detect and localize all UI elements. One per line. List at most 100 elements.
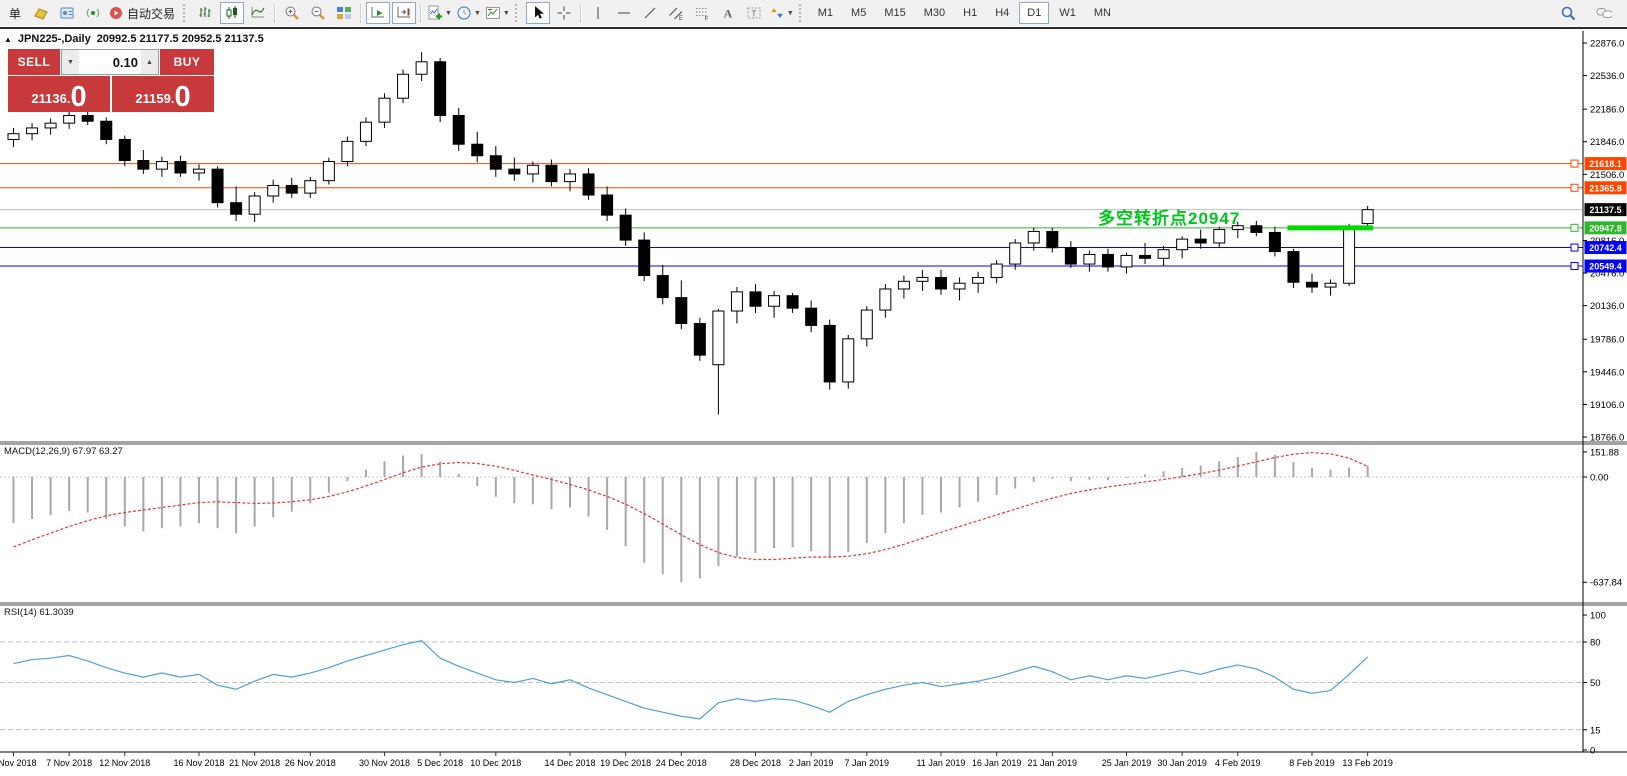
timeframe-h4[interactable]: H4 (987, 2, 1017, 24)
sell-price-dot: . (66, 91, 71, 106)
timeframe-m1[interactable]: M1 (810, 2, 841, 24)
timeframe-h4-label: H4 (995, 7, 1010, 19)
new-order-button[interactable] (29, 2, 53, 24)
candlestick-button[interactable] (220, 2, 245, 24)
order-button-label: 单 (8, 6, 21, 21)
arrows-button[interactable]: ▼ (768, 2, 795, 24)
candle-body (471, 143, 484, 157)
tile-windows-button[interactable] (332, 2, 356, 24)
sell-button[interactable]: SELL (8, 49, 60, 75)
candle-body (897, 280, 910, 290)
templates-button[interactable]: ▼ (484, 2, 511, 24)
timeframe-m30-label: M30 (923, 7, 946, 19)
bar-chart-button[interactable] (194, 2, 218, 24)
horizontal-line-button[interactable] (612, 2, 636, 24)
auto-scroll-button[interactable] (366, 2, 391, 24)
candle-body (397, 73, 410, 99)
axis-tick-label: -637.84 (1590, 578, 1622, 589)
zoom-in-button[interactable] (280, 2, 304, 24)
sell-price-button[interactable]: 21136. 0 (8, 76, 110, 112)
dropdown-arrow-icon[interactable]: ▼ (786, 9, 794, 17)
periods-icon (456, 5, 472, 21)
date-label: 2 Nov 2018 (0, 758, 37, 768)
axis-tick-label: 15 (1590, 725, 1601, 736)
timeframe-h1[interactable]: H1 (955, 2, 985, 24)
level-drag-handle[interactable] (1570, 159, 1579, 168)
zoom-out-icon (310, 5, 326, 21)
candle-body (359, 121, 372, 142)
candle-body (1101, 253, 1114, 268)
signals-icon (85, 5, 101, 21)
market-watch-button[interactable] (55, 2, 79, 24)
auto-scroll-icon (370, 5, 386, 21)
signals-button[interactable] (81, 2, 105, 24)
volume-input[interactable] (79, 50, 141, 74)
arrows-icon (769, 5, 785, 21)
level-drag-handle[interactable] (1570, 183, 1579, 192)
volume-increase-button[interactable]: ▲ (141, 50, 158, 74)
candle-body (211, 168, 224, 204)
vertical-line-button[interactable] (586, 2, 610, 24)
chat-button[interactable] (1592, 2, 1616, 24)
indicators-button[interactable]: ▼ (426, 2, 453, 24)
autotrading-button[interactable]: 自动交易 (107, 2, 179, 24)
line-chart-button[interactable] (246, 2, 270, 24)
volume-decrease-button[interactable]: ▼ (62, 50, 79, 74)
pivot-annotation-text[interactable]: 多空转折点20947 (1098, 209, 1241, 228)
dropdown-arrow-icon[interactable]: ▼ (502, 9, 510, 17)
timeframe-m5[interactable]: M5 (843, 2, 874, 24)
cursor-button[interactable] (525, 2, 550, 24)
dropdown-arrow-icon[interactable]: ▼ (445, 9, 452, 17)
zoom-out-button[interactable] (306, 2, 330, 24)
candle-body (712, 310, 725, 366)
axis-tick-label: 50 (1590, 678, 1601, 689)
timeframe-w1[interactable]: W1 (1051, 2, 1084, 24)
collapse-icon[interactable]: ▲ (4, 34, 12, 44)
level-drag-handle[interactable] (1570, 223, 1579, 232)
periods-button[interactable]: ▼ (455, 2, 482, 24)
svg-text:F: F (704, 17, 708, 22)
new-order-icon (33, 5, 49, 21)
chart-canvas[interactable]: 22876.022536.022186.021846.021506.020816… (0, 29, 1627, 776)
candle-body (322, 160, 335, 182)
toolbar-separator (420, 3, 423, 23)
candle-body (248, 195, 261, 215)
text-button[interactable]: A (716, 2, 740, 24)
buy-button[interactable]: BUY (160, 49, 214, 75)
toolbar-grip (183, 4, 188, 22)
toolbar-separator (360, 3, 363, 23)
toolbar-grip (514, 4, 520, 22)
timeframe-d1[interactable]: D1 (1019, 2, 1050, 24)
trendline-button[interactable] (638, 2, 662, 24)
candle-body (935, 276, 947, 290)
cursor-icon (530, 5, 546, 21)
chart-window[interactable]: 22876.022536.022186.021846.021506.020816… (0, 27, 1627, 774)
candle-body (26, 127, 39, 135)
level-drag-handle[interactable] (1570, 243, 1579, 252)
timeframe-mn[interactable]: MN (1086, 2, 1119, 24)
order-button[interactable]: 单 (3, 2, 27, 24)
chart-shift-button[interactable] (392, 2, 417, 24)
timeframe-m30[interactable]: M30 (916, 2, 953, 24)
timeframe-m15[interactable]: M15 (876, 2, 913, 24)
equidistant-channel-button[interactable]: E (664, 2, 688, 24)
candle-body (601, 194, 614, 216)
fibonacci-button[interactable]: F (690, 2, 714, 24)
search-button[interactable] (1556, 2, 1580, 24)
axis-tick-label: 21846.0 (1590, 137, 1624, 148)
fibonacci-icon: F (694, 5, 710, 21)
text-label-icon: T (746, 5, 762, 21)
sell-price-int: 21136 (31, 91, 67, 106)
timeframe-m15-label: M15 (884, 7, 906, 19)
crosshair-button[interactable] (552, 2, 576, 24)
level-drag-handle[interactable] (1570, 262, 1579, 271)
buy-price-button[interactable]: 21159. 0 (112, 76, 214, 112)
candle-body (1194, 238, 1207, 244)
date-label: 2 Jan 2019 (789, 758, 834, 768)
dropdown-arrow-icon[interactable]: ▼ (473, 9, 481, 17)
templates-icon (485, 5, 501, 21)
candlestick-icon (224, 5, 240, 21)
axis-tick-label: 19786.0 (1590, 335, 1624, 346)
text-label-button[interactable]: T (742, 2, 766, 24)
chart-shift-icon (396, 5, 412, 21)
